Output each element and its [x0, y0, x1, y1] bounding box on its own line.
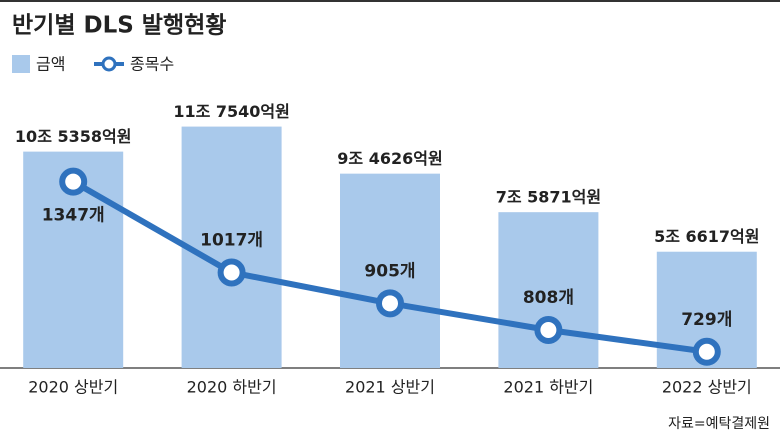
x-tick-label: 2020 상반기	[28, 378, 118, 397]
line-marker	[534, 316, 563, 345]
line-marker	[692, 337, 721, 366]
chart-title: 반기별 DLS 발행현황	[12, 13, 226, 39]
line-value-label: 729개	[681, 310, 732, 330]
bar-value-label: 7조 5871억원	[496, 188, 601, 207]
bar-value-label: 9조 4626억원	[337, 149, 442, 168]
legend-marker	[101, 56, 117, 72]
legend-label: 종목수	[130, 55, 174, 74]
legend-swatch	[12, 55, 30, 73]
source: 자료=예탁결제원	[668, 416, 770, 432]
line-value-label: 808개	[523, 288, 574, 308]
bar	[181, 126, 282, 369]
line-marker	[59, 167, 88, 196]
x-tick-label: 2022 상반기	[662, 378, 752, 397]
line-marker	[376, 289, 404, 318]
legend-label: 금액	[36, 55, 65, 74]
line-value-label: 905개	[364, 261, 415, 281]
x-tick-label: 2021 상반기	[345, 378, 435, 397]
bar-value-label: 10조 5358억원	[15, 127, 132, 146]
x-tick-label: 2020 하반기	[187, 378, 277, 397]
line-marker	[217, 258, 246, 287]
legend: 금액 종목수	[12, 55, 174, 74]
bar-value-label: 11조 7540억원	[173, 102, 290, 121]
line-value-label: 1017개	[200, 230, 263, 250]
bar-value-label: 5조 6617억원	[654, 227, 759, 246]
line-value-label: 1347개	[42, 206, 105, 226]
bar	[340, 173, 440, 368]
x-tick-label: 2021 하반기	[503, 378, 593, 397]
